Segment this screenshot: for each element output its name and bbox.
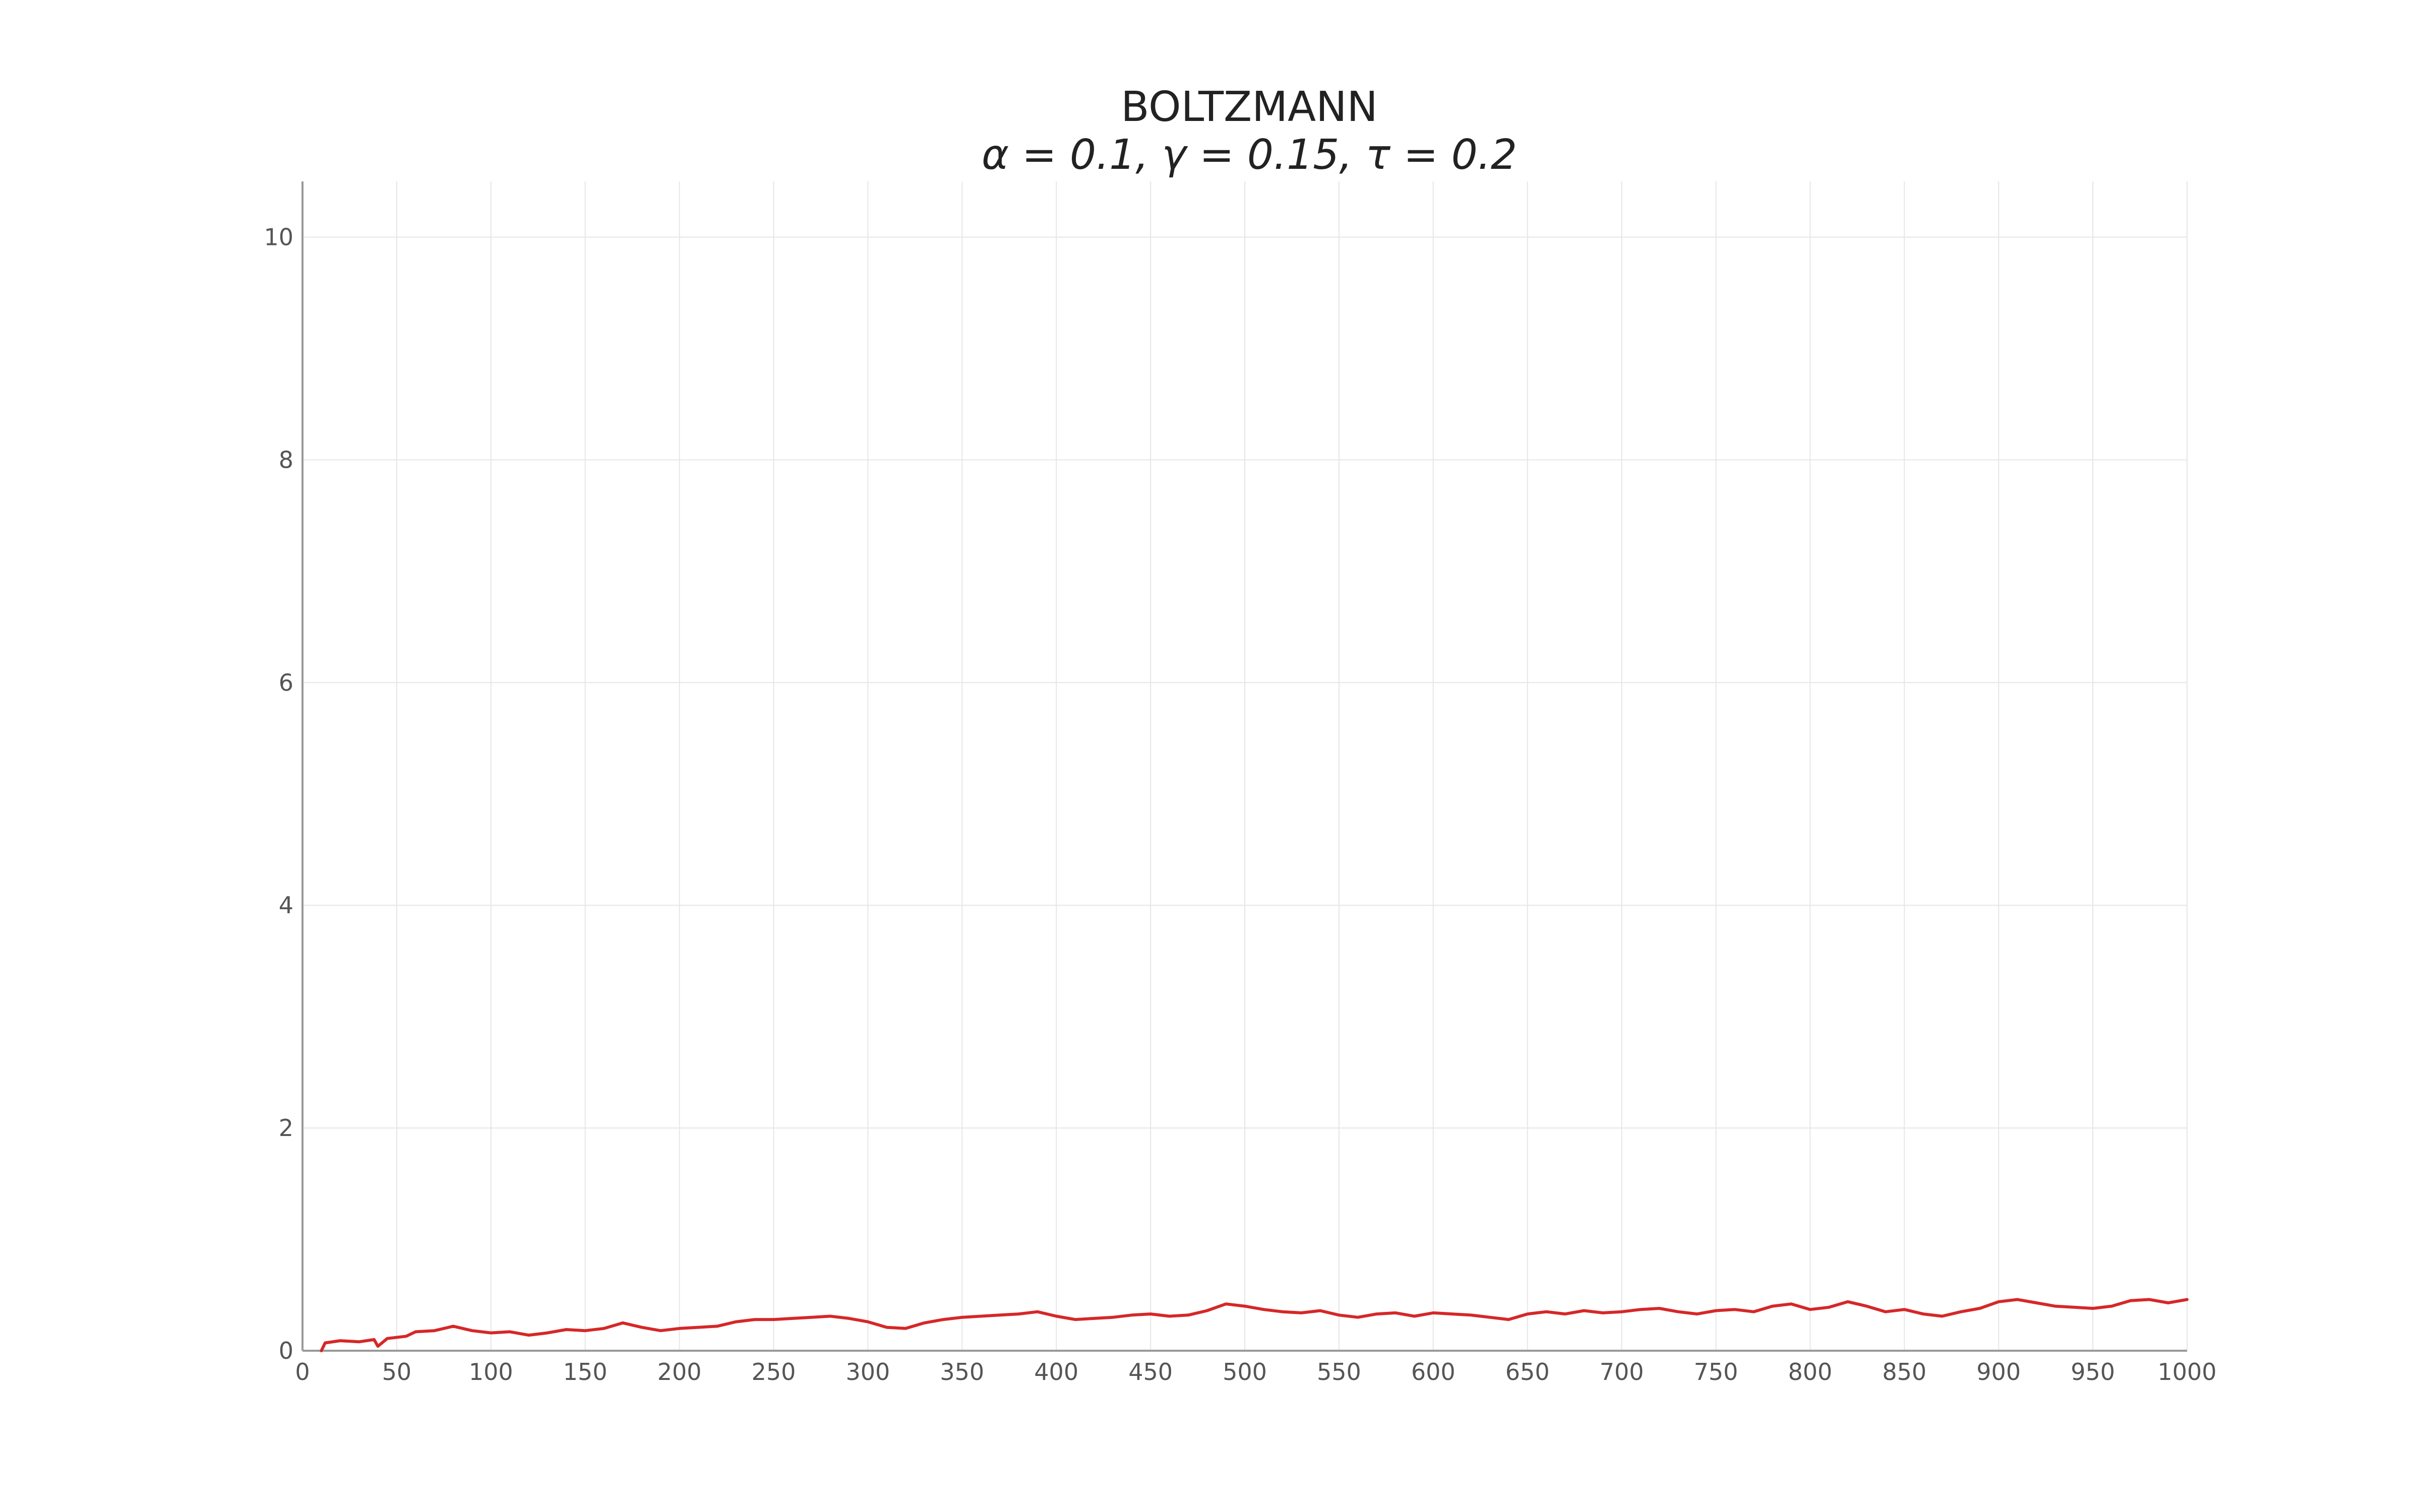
x-tick-label: 400 [1034,1358,1078,1385]
y-tick-label: 8 [279,446,293,473]
series-line [320,1298,2189,1352]
tick-labels: 0 50 100 150 200 250 300 350 400 450 500 550 600 650 7… [264,223,2216,1385]
x-tick-label: 0 [295,1358,310,1385]
x-tick-label: 650 [1505,1358,1550,1385]
y-tick-label: 0 [279,1337,293,1364]
x-tick-label: 100 [469,1358,513,1385]
x-tick-label: 50 [382,1358,412,1385]
axes [301,181,2187,1352]
series [320,1298,2189,1352]
grid [302,181,2188,1351]
x-tick-label: 1000 [2157,1358,2216,1385]
x-tick-label: 600 [1411,1358,1456,1385]
y-tick-label: 4 [279,892,293,919]
chart-title: BOLTZMANN [1121,83,1378,131]
chart-subtitle: α = 0.1, γ = 0.15, τ = 0.2 [982,131,1517,179]
y-tick-label: 10 [264,223,293,250]
x-tick-label: 750 [1694,1358,1738,1385]
y-tick-label: 2 [279,1114,293,1142]
x-tick-label: 500 [1223,1358,1267,1385]
x-tick-label: 250 [752,1358,796,1385]
x-tick-label: 450 [1128,1358,1173,1385]
x-tick-label: 550 [1317,1358,1361,1385]
x-tick-label: 350 [940,1358,984,1385]
x-tick-label: 700 [1600,1358,1644,1385]
x-tick-label: 300 [845,1358,890,1385]
x-tick-label: 850 [1882,1358,1926,1385]
x-tick-label: 800 [1788,1358,1832,1385]
x-tick-label: 950 [2071,1358,2115,1385]
x-tick-label: 150 [563,1358,608,1385]
x-tick-label: 900 [1976,1358,2021,1385]
y-tick-label: 6 [279,669,293,696]
x-tick-label: 200 [657,1358,702,1385]
